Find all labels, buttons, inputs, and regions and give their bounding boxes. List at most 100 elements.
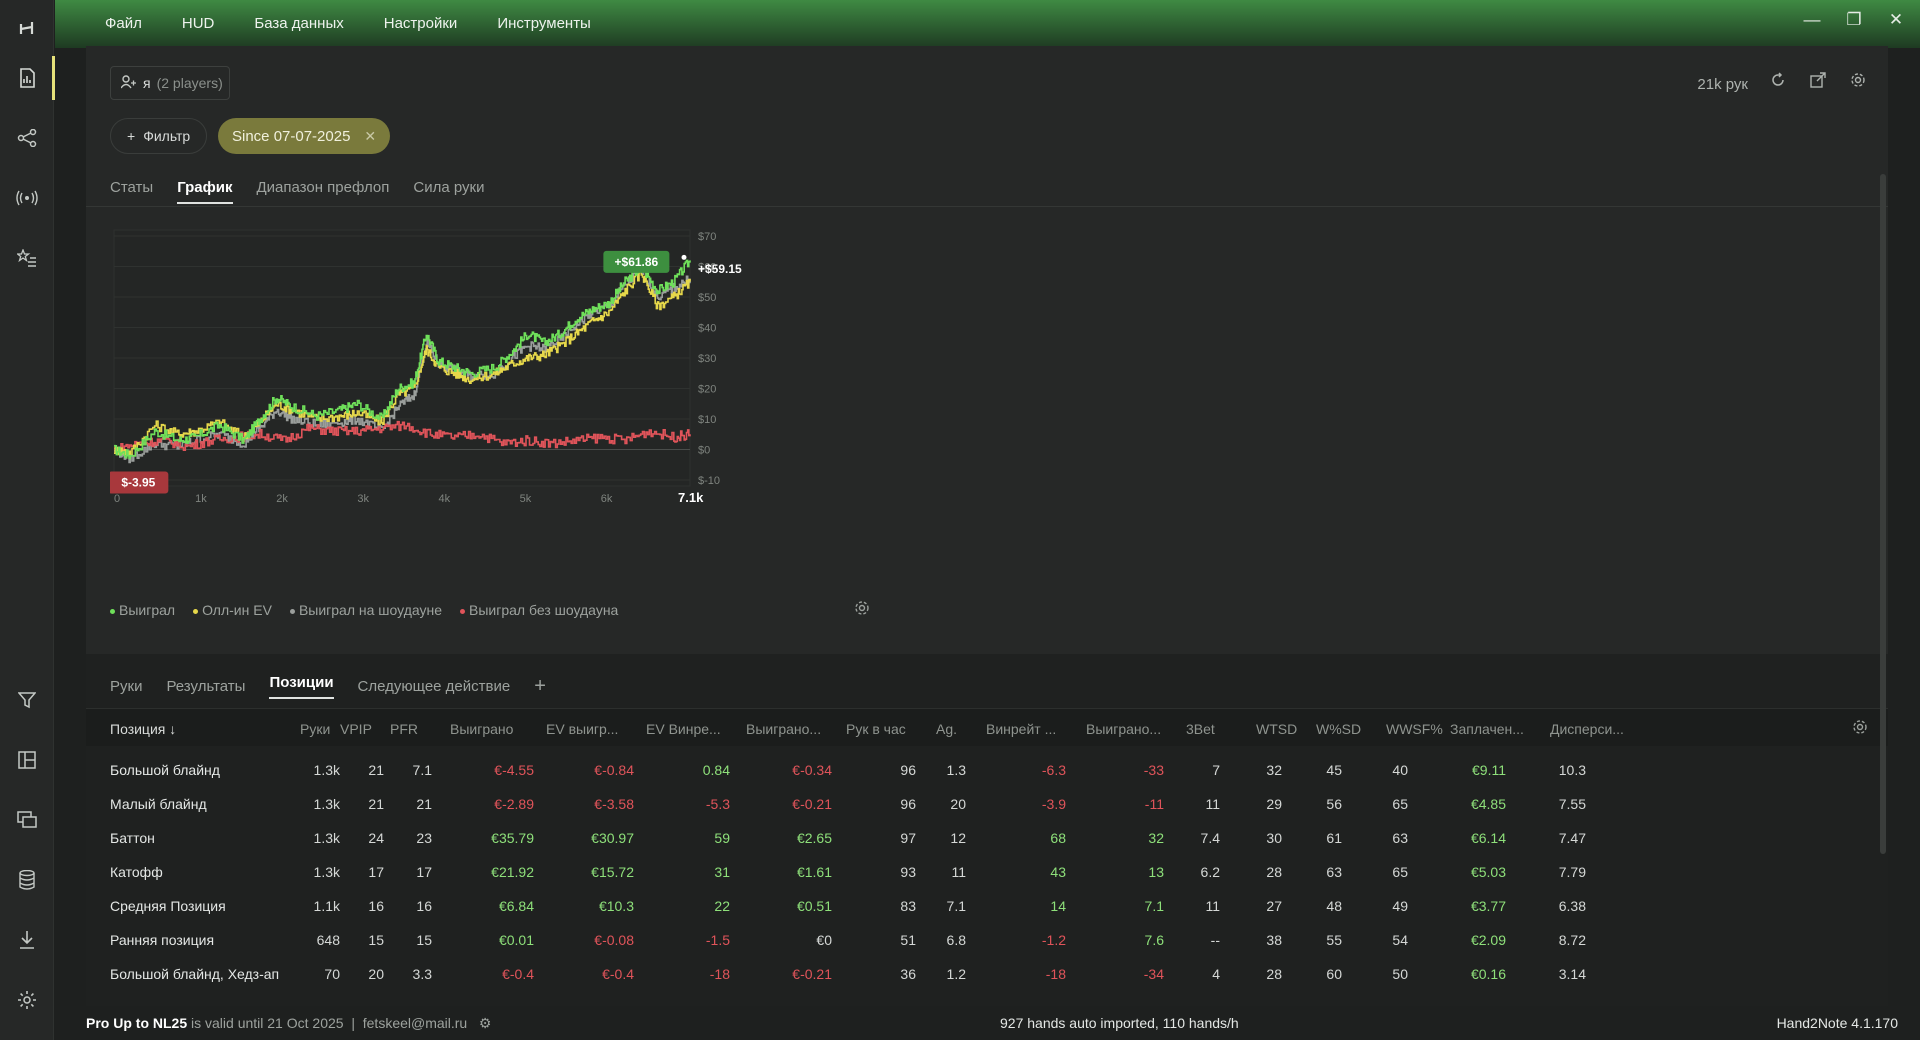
table-cell: -3.9 (1041, 796, 1066, 812)
database-icon[interactable] (13, 866, 41, 894)
column-header[interactable]: Ag. (936, 721, 958, 737)
table-row[interactable]: Ранняя позиция 648 15 15 €0.01 €-0.08 -1.5 €0 51… (86, 924, 1888, 958)
tab-hand-strength[interactable]: Сила руки (413, 179, 485, 196)
add-tab-icon[interactable]: + (534, 675, 546, 697)
report-icon[interactable] (13, 64, 41, 92)
position-name: Баттон (110, 830, 155, 846)
column-header[interactable]: EV Винре... (646, 721, 721, 737)
legend-allin-ev[interactable]: Олл-ин EV (193, 602, 272, 618)
status-gear-icon[interactable]: ⚙ (478, 1015, 492, 1031)
x-tick-label: 6k (601, 493, 613, 505)
tab-results[interactable]: Результаты (166, 678, 246, 695)
column-header[interactable]: Заплачен... (1450, 721, 1524, 737)
table-settings-icon[interactable] (1852, 719, 1868, 740)
table-row[interactable]: Средняя Позиция 1.1k 16 16 €6.84 €10.3 22 €0.51… (86, 890, 1888, 924)
tables-icon[interactable] (13, 806, 41, 834)
column-header[interactable]: WTSD (1256, 721, 1298, 737)
download-icon[interactable] (13, 926, 41, 954)
refresh-icon[interactable] (1770, 72, 1786, 93)
column-header[interactable]: Руки (300, 721, 331, 737)
table-cell: -6.3 (1041, 762, 1066, 778)
table-cell: 65 (1392, 796, 1408, 812)
table-row[interactable]: Баттон 1.3k 24 23 €35.79 €30.97 59 €2.65 97 12 68 3… (86, 822, 1888, 856)
layout-icon[interactable] (13, 746, 41, 774)
share-icon[interactable] (13, 124, 41, 152)
plus-icon: + (127, 128, 136, 144)
column-header[interactable]: Выиграно (450, 721, 514, 737)
column-header[interactable]: WWSF% (1386, 721, 1443, 737)
table-cell: 7.4 (1200, 830, 1220, 846)
table-cell: 1.1k (313, 898, 340, 914)
legend-allin-ev-label: Олл-ин EV (202, 602, 272, 618)
table-cell: 61 (1326, 830, 1342, 846)
tabs-divider (86, 206, 1888, 207)
date-filter-chip[interactable]: Since 07-07-2025 ✕ (218, 118, 391, 154)
column-header[interactable]: Рук в час (846, 721, 906, 737)
table-cell: 10.3 (1558, 762, 1586, 778)
table-cell: 3.14 (1558, 966, 1586, 982)
tab-next-action[interactable]: Следующее действие (357, 678, 511, 695)
restore-button[interactable]: ❐ (1846, 10, 1862, 29)
column-header[interactable]: W%SD (1316, 721, 1362, 737)
license-plan: Pro Up to NL25 (86, 1015, 188, 1031)
legend-won[interactable]: Выиграл (110, 602, 175, 618)
broadcast-icon[interactable] (13, 184, 41, 212)
menu-tools[interactable]: Инструменты (497, 15, 591, 32)
graph-settings-icon[interactable] (854, 600, 870, 621)
table-row[interactable]: Большой блайнд, Хедз-ап 70 20 3.3 €-0.4 €-0.4… (86, 958, 1888, 992)
table-cell: 40 (1392, 762, 1408, 778)
table-cell: -34 (1143, 966, 1164, 982)
table-cell: €2.65 (796, 830, 832, 846)
tab-positions[interactable]: Позиции (269, 674, 334, 699)
column-header[interactable]: Выиграно... (1086, 721, 1162, 737)
table-cell: 24 (368, 830, 384, 846)
table-cell: 7.1 (946, 898, 966, 914)
panel-gear-icon[interactable] (1850, 72, 1866, 93)
table-row[interactable]: Катофф 1.3k 17 17 €21.92 €15.72 31 €1.61 93 11 43 1… (86, 856, 1888, 890)
table-cell: 97 (900, 830, 916, 846)
column-header[interactable]: 3Bet (1186, 721, 1215, 737)
minimize-button[interactable]: — (1803, 10, 1821, 29)
tab-preflop-range[interactable]: Диапазон префлоп (256, 179, 390, 196)
column-header[interactable]: VPIP (340, 721, 372, 737)
menu-file[interactable]: Файл (105, 15, 142, 32)
column-header[interactable]: Дисперси... (1550, 721, 1624, 737)
remove-filter-icon[interactable]: ✕ (364, 127, 377, 144)
column-header[interactable]: Выиграно... (746, 721, 822, 737)
tab-graph[interactable]: График (177, 179, 233, 204)
menu-database[interactable]: База данных (254, 15, 344, 32)
table-cell: -18 (709, 966, 730, 982)
column-header[interactable]: Винрейт ... (986, 721, 1057, 737)
menu-settings[interactable]: Настройки (383, 15, 458, 32)
table-cell: 96 (900, 762, 916, 778)
add-filter-button[interactable]: + Фильтр (110, 118, 208, 154)
legend-showdown[interactable]: Выиграл на шоудауне (289, 602, 442, 618)
graph-svg: $70 $60 $50 $40 $30 $20 $10 $0 $-10 0 1k 2k 3k 4k 5k 6k… (110, 229, 742, 505)
table-cell: 14 (1050, 898, 1066, 914)
popout-icon[interactable] (1810, 72, 1826, 93)
logo-icon[interactable] (13, 14, 41, 42)
star-list-icon[interactable] (13, 244, 41, 272)
menu-hud[interactable]: HUD (181, 15, 215, 32)
legend-nonshowdown[interactable]: Выиграл без шоудауна (460, 602, 618, 618)
user-email[interactable]: fetskeel@mail.ru (362, 1015, 468, 1031)
player-selector[interactable]: я (2 players) (110, 66, 230, 100)
tab-hands[interactable]: Руки (110, 678, 143, 695)
scrollbar[interactable] (1880, 174, 1886, 854)
y-tick-label: $10 (698, 414, 716, 426)
table-row[interactable]: Большой блайнд 1.3k 21 7.1 €-4.55 €-0.84 0.84 €… (86, 754, 1888, 788)
table-row[interactable]: Малый блайнд 1.3k 21 21 €-2.89 €-3.58 -5.3 €-0.… (86, 788, 1888, 822)
filter-icon[interactable] (13, 686, 41, 714)
settings-icon[interactable] (13, 986, 41, 1014)
close-button[interactable]: ✕ (1888, 10, 1904, 29)
tab-stats[interactable]: Статы (110, 179, 154, 196)
table-cell: 16 (368, 898, 384, 914)
column-header[interactable]: Позиция ↓ (110, 721, 177, 737)
table-cell: -- (1210, 932, 1220, 948)
table-cell: 11 (951, 864, 966, 880)
column-header[interactable]: EV выигр... (546, 721, 619, 737)
x-tick-label: 2k (276, 493, 288, 505)
table-cell: 20 (950, 796, 966, 812)
table-cell: 0.84 (702, 762, 730, 778)
column-header[interactable]: PFR (390, 721, 418, 737)
